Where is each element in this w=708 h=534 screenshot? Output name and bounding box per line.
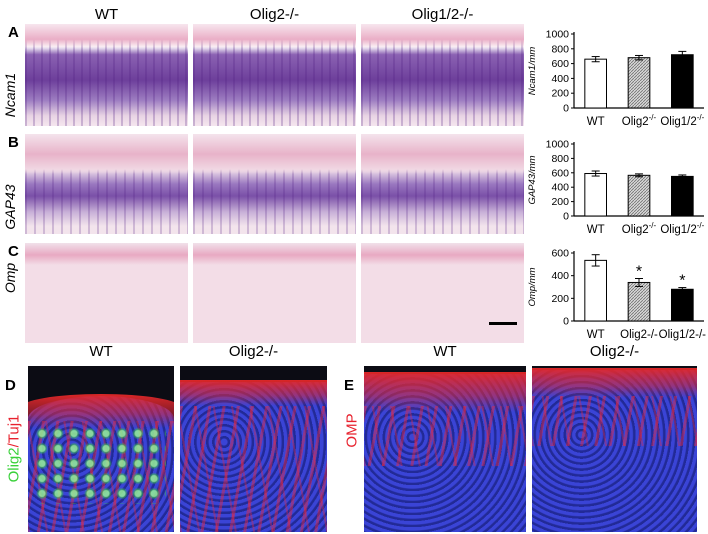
fluorescence-e-olig2	[532, 366, 697, 532]
y-axis-label: GAP43/mm	[527, 155, 538, 204]
x-tick-label: WT	[587, 224, 605, 236]
micrograph-c-wt	[25, 243, 188, 343]
column-header-olig12: Olig1/2-/-	[411, 6, 474, 23]
y-tick-label: 0	[563, 103, 569, 115]
bar-chart-a: 0 200 400 600 800 1000 Ncam1/mm WT Olig2-/- Olig1…	[527, 29, 705, 129]
micrograph-b-wt	[25, 134, 188, 234]
fluorescence-d-olig2	[180, 366, 327, 532]
row-label-gap43: GAP43	[2, 184, 18, 230]
y-tick-label: 200	[551, 88, 569, 100]
micrograph-b-olig2	[193, 134, 356, 234]
panel-label-b: B	[8, 134, 19, 151]
x-tick-label: Olig2-/-	[622, 113, 657, 128]
bar	[584, 58, 607, 109]
y-tick-label: 1000	[546, 139, 570, 151]
bar	[671, 288, 694, 322]
bar	[584, 173, 607, 217]
significance-marker: *	[636, 264, 642, 281]
column-header-wt: WT	[94, 6, 119, 23]
micrograph-b-olig12	[361, 134, 524, 234]
y-tick-label: 0	[563, 316, 569, 328]
column-header-olig2: Olig2-/-	[249, 6, 300, 23]
micrograph-a-olig12	[361, 24, 524, 126]
x-tick-label: WT	[587, 329, 605, 341]
y-tick-label: 400	[551, 270, 569, 282]
fluorescence-d-wt	[28, 366, 174, 532]
micrograph-c-olig12	[361, 243, 524, 343]
tuj1-stain-label: Tuj1	[5, 414, 23, 444]
panel-d-side-label: Olig2/Tuj1	[6, 409, 23, 489]
y-tick-label: 400	[551, 182, 569, 194]
x-tick-label: Olig2-/-	[620, 329, 658, 341]
y-tick-label: 200	[551, 196, 569, 208]
y-tick-label: 1000	[546, 29, 570, 41]
row-label-ncam1: Ncam1	[2, 72, 18, 118]
x-tick-label: Olig2-/-	[622, 221, 657, 236]
y-axis-label: Ncam1/mm	[527, 47, 538, 96]
y-tick-label: 800	[551, 153, 569, 165]
panel-label-e: E	[344, 377, 355, 394]
panel-label-a: A	[8, 24, 19, 41]
y-tick-label: 600	[551, 58, 569, 70]
row-label-omp: Omp	[2, 262, 18, 294]
y-tick-label: 800	[551, 43, 569, 55]
bar	[671, 175, 694, 217]
bar	[627, 281, 651, 322]
micrograph-c-olig2	[193, 243, 356, 343]
bar	[584, 259, 607, 322]
panel-d-header-olig2: Olig2-/-	[228, 343, 279, 360]
x-tick-label: WT	[587, 116, 605, 128]
bar-chart-c: 0 200 400 600 Omp/mm WT * Olig2-/- * Olig1/2-/-	[527, 248, 706, 342]
bar	[627, 174, 651, 217]
y-tick-label: 400	[551, 73, 569, 85]
panel-e-header-olig2: Olig2-/-	[589, 343, 640, 360]
bar-chart-b: 0 200 400 600 800 1000 GAP43/mm WT Olig2-/- Olig1…	[527, 139, 705, 237]
panel-d-header-wt: WT	[89, 343, 113, 360]
fluorescence-e-wt	[364, 366, 526, 532]
scale-bar	[489, 322, 517, 325]
panel-e-header-wt: WT	[433, 343, 457, 360]
panel-label-c: C	[8, 243, 19, 260]
omp-stain-label: OMP	[343, 413, 361, 448]
x-tick-label: Olig1/2-/-	[659, 329, 706, 341]
micrograph-a-olig2	[193, 24, 356, 126]
y-tick-label: 200	[551, 293, 569, 305]
bar	[627, 57, 651, 109]
x-tick-label: Olig1/2-/-	[660, 221, 704, 236]
significance-marker: *	[679, 273, 685, 290]
y-tick-label: 600	[551, 248, 569, 260]
y-tick-label: 0	[563, 211, 569, 223]
bar	[671, 54, 694, 109]
olig2-stain-label: Olig2	[5, 447, 23, 483]
stain-label-separator: /	[5, 443, 23, 448]
panel-label-d: D	[5, 377, 16, 394]
x-tick-label: Olig1/2-/-	[660, 113, 704, 128]
micrograph-a-wt	[25, 24, 188, 126]
y-tick-label: 600	[551, 167, 569, 179]
y-axis-label: Omp/mm	[527, 267, 538, 306]
